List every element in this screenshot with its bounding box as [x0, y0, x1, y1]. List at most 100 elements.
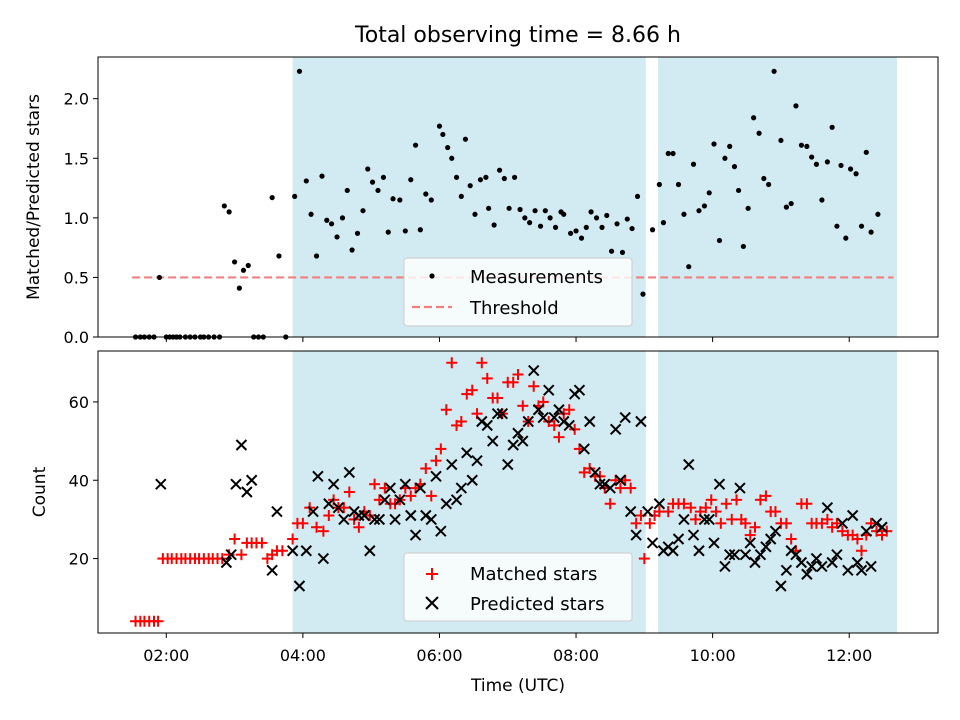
matched-star-point [710, 506, 722, 518]
measurement-point [542, 208, 548, 214]
measurement-point [593, 215, 600, 221]
matched-star-point [638, 553, 650, 565]
predicted-star-point [810, 552, 823, 565]
measurement-point [360, 208, 366, 214]
measurement-point [665, 150, 671, 157]
y-tick-label: 0.0 [64, 328, 89, 347]
predicted-star-point [245, 474, 258, 486]
top-legend: Measurements Threshold [403, 257, 633, 327]
measurement-point [440, 131, 446, 138]
measurement-point [477, 177, 484, 183]
predicted-star-point [635, 415, 647, 428]
measurement-point [319, 173, 325, 179]
predicted-star-point [619, 411, 631, 424]
predicted-star-point [496, 407, 508, 420]
measurement-point [231, 259, 238, 265]
predicted-star-point [528, 364, 540, 377]
predicted-star-point [338, 513, 350, 526]
measurement-point [863, 149, 869, 155]
measurement-point [793, 103, 799, 109]
matched-star-point [760, 490, 772, 502]
x-tick-label: 04:00 [280, 646, 326, 665]
predicted-star-point [764, 533, 777, 545]
x-tick-label: 12:00 [826, 646, 872, 665]
measurement-point [397, 197, 403, 203]
matched-star-point [715, 517, 727, 529]
measurement-point [567, 230, 574, 236]
predicted-star-point [466, 474, 478, 486]
measurement-point [527, 220, 533, 226]
top-panel: 0.00.51.01.52.0 Matched/Predicted stars … [24, 56, 939, 347]
top-y-axis-label: Matched/Predicted stars [24, 94, 44, 300]
predicted-legend-label: Predicted stars [470, 594, 604, 615]
predicted-star-point [698, 513, 711, 526]
predicted-star-point [548, 411, 560, 424]
measurement-point [778, 137, 784, 144]
measurement-point [634, 193, 641, 200]
predicted-star-point [461, 447, 473, 459]
measurement-point [375, 187, 381, 194]
measurement-point [483, 174, 489, 180]
bottom-y-axis-label: Count [30, 466, 50, 517]
measurement-point [308, 211, 314, 217]
measurement-point [751, 115, 757, 121]
measurement-point [578, 235, 585, 241]
measurement-point [690, 161, 697, 167]
measurement-point [745, 205, 751, 211]
measurement-point [423, 191, 429, 197]
measurement-point [354, 230, 361, 236]
measurement-point [561, 211, 567, 217]
predicted-star-point [522, 415, 534, 428]
x-tick-label: 10:00 [690, 646, 736, 665]
bottom-legend: Matched stars Predicted stars [403, 552, 633, 622]
measurement-point [701, 203, 708, 209]
matched-star-point [625, 482, 637, 494]
matched-star-point [338, 502, 350, 514]
predicted-star-point [327, 478, 340, 490]
predicted-star-point [332, 501, 345, 514]
measurement-point [843, 235, 849, 241]
predicted-star-point [724, 548, 736, 561]
measurement-point [608, 248, 615, 254]
predicted-star-point [842, 564, 854, 577]
measurement-point [858, 223, 865, 229]
x-tick-label: 06:00 [416, 646, 462, 665]
measurement-point [328, 221, 335, 227]
matched-star-point [476, 357, 488, 369]
predicted-star-point [553, 404, 565, 416]
measurement-point [486, 205, 492, 211]
matched-star-point [466, 384, 478, 396]
predicted-star-point [769, 525, 782, 537]
predicted-star-point [399, 478, 412, 490]
measurement-point [390, 196, 396, 202]
measurement-point [804, 143, 810, 149]
measurement-point [292, 193, 298, 200]
matched-star-point [821, 513, 833, 525]
matched-star-point [739, 517, 751, 529]
threshold-legend-label: Threshold [469, 298, 559, 319]
measurement-point [339, 215, 346, 221]
predicted-star-point [405, 509, 417, 522]
measurement-point [385, 229, 391, 235]
matched-star-point [744, 529, 756, 541]
matched-star-point [685, 502, 697, 514]
y-tick-label: 20 [69, 550, 89, 569]
measurements-legend-label: Measurements [470, 267, 603, 288]
measurement-point [813, 161, 820, 167]
predicted-legend-marker [425, 596, 439, 610]
predicted-star-point [487, 435, 499, 447]
matched-star-point [731, 494, 743, 506]
bottom-plot-frame [97, 350, 939, 634]
measurement-point [276, 253, 282, 259]
x-tick-label: 02:00 [143, 646, 189, 665]
measurement-point [614, 221, 620, 227]
predicted-star-point [876, 521, 888, 533]
predicted-star-point [826, 556, 838, 569]
measurement-point [269, 194, 275, 201]
measurement-point [506, 205, 512, 211]
x-tick-label: 08:00 [553, 646, 599, 665]
predicted-star-point [435, 525, 447, 537]
predicted-star-point [805, 560, 818, 573]
matched-star-point [780, 517, 792, 529]
y-tick-label: 60 [69, 393, 89, 412]
